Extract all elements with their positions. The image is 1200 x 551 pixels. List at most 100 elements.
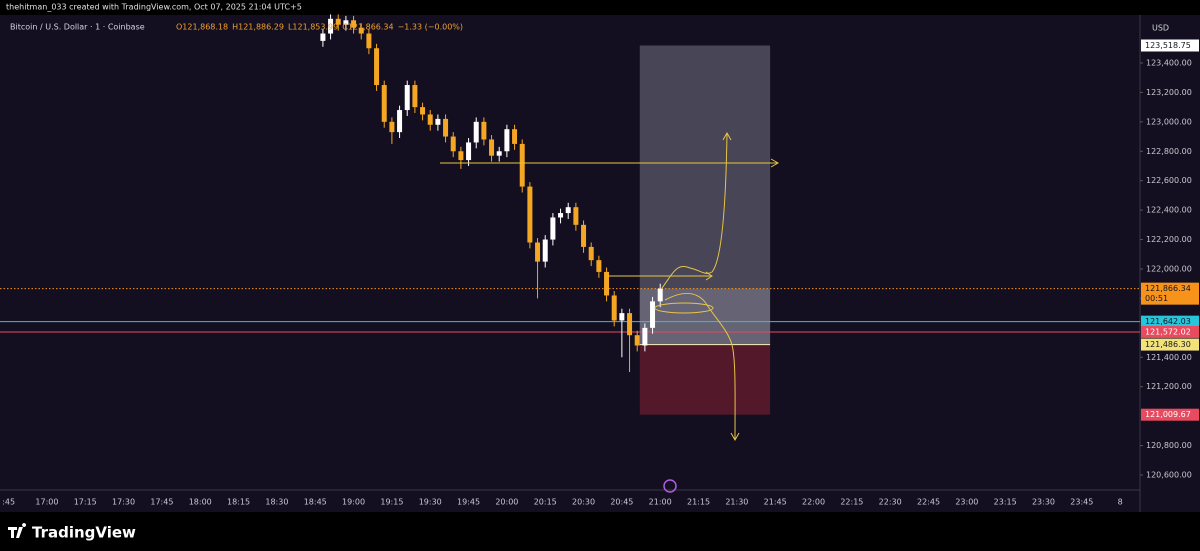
y-tick-label: 121,400.00 (1146, 353, 1192, 362)
y-tick-label: 122,000.00 (1146, 264, 1192, 273)
x-tick-label: 23:45 (1070, 498, 1093, 507)
price-tag (1141, 282, 1199, 305)
x-tick-label: 23:15 (994, 498, 1017, 507)
price-tag-label: 121,866.34 (1145, 284, 1191, 293)
candle-body (389, 121, 395, 133)
price-tag-label: 121,642.03 (1145, 317, 1191, 326)
drawing-curve (664, 293, 740, 442)
candle-body (535, 242, 541, 262)
y-tick-label: 123,200.00 (1146, 88, 1192, 97)
candle-body (435, 118, 441, 125)
x-tick-label: 17:00 (35, 498, 58, 507)
loss-zone (639, 344, 771, 415)
x-tick-label: 19:15 (380, 498, 403, 507)
candle-body (351, 20, 357, 28)
candle-body (657, 288, 663, 302)
brand: TradingView (32, 524, 136, 542)
x-tick-label: 19:00 (342, 498, 365, 507)
x-tick-label: 20:15 (534, 498, 557, 507)
x-tick-label: 18:00 (189, 498, 212, 507)
price-tag-label: 121,009.67 (1145, 410, 1191, 419)
candle-body (397, 110, 403, 133)
candle-body (550, 217, 556, 240)
candle-body (412, 85, 418, 108)
candle-body (496, 151, 502, 156)
candle-body (512, 129, 518, 144)
price-tag (1141, 408, 1199, 421)
x-tick-label: 17:15 (74, 498, 97, 507)
x-tick-label: 20:45 (610, 498, 633, 507)
symbol: Bitcoin / U.S. Dollar · 1 · Coinbase (10, 23, 145, 32)
candle-body (374, 48, 380, 86)
y-tick-label: 123,000.00 (1146, 117, 1192, 126)
x-tick-label: 23:00 (955, 498, 978, 507)
candle-body (565, 207, 571, 214)
event-icon[interactable] (663, 479, 677, 493)
y-tick-label: 121,200.00 (1146, 382, 1192, 391)
candle-body (519, 143, 525, 187)
candle-body (366, 33, 372, 49)
x-tick-label: 18:30 (265, 498, 288, 507)
x-tick-label: 20:30 (572, 498, 595, 507)
x-tick-label: 22:00 (802, 498, 825, 507)
price-tag (1141, 39, 1199, 52)
candle-body (573, 207, 579, 225)
ohlc-legend: O121,868.18 H121,886.29 L121,853.99 C121,86… (176, 23, 463, 32)
currency: USD (1152, 24, 1169, 33)
candle-body (443, 118, 449, 137)
candle-body (611, 295, 617, 321)
candle-body (481, 121, 487, 140)
candle-body (642, 327, 648, 346)
candle-body (458, 151, 464, 161)
candle-body (504, 129, 510, 152)
candle-body (581, 224, 587, 247)
candle-body (328, 18, 334, 34)
x-tick-label: 22:15 (840, 498, 863, 507)
price-tag (1141, 315, 1199, 328)
candle-body (489, 139, 495, 156)
candle-body (527, 186, 533, 243)
candle-body (466, 142, 472, 161)
ohlc-value: H121,886.29 (232, 23, 284, 32)
x-tick-label: 20:00 (495, 498, 518, 507)
logo-icon (8, 523, 27, 538)
x-tick-label: 17:30 (112, 498, 135, 507)
x-tick-label: 21:00 (649, 498, 672, 507)
candle-body (343, 20, 349, 25)
x-tick-label: 19:30 (419, 498, 442, 507)
x-tick-label: 18:15 (227, 498, 250, 507)
candle-body (634, 335, 640, 346)
x-tick-label: 23:30 (1032, 498, 1055, 507)
y-tick-label: 122,800.00 (1146, 147, 1192, 156)
candle-body (427, 114, 433, 125)
y-tick-label: 120,600.00 (1146, 470, 1192, 479)
credit: thehitman_033 created with TradingView.c… (6, 3, 302, 12)
x-tick-label: 21:45 (764, 498, 787, 507)
candle-body (420, 107, 426, 115)
plot (0, 14, 1140, 415)
candle-body (627, 313, 633, 336)
candle-body (588, 246, 594, 261)
candle-body (650, 301, 656, 328)
countdown: 00:51 (1145, 294, 1168, 303)
y-tick-label: 122,400.00 (1146, 206, 1192, 215)
candle-body (450, 136, 456, 152)
y-tick-label: 122,200.00 (1146, 235, 1192, 244)
price-tag-label: 121,486.30 (1145, 340, 1191, 349)
price-tag (1141, 325, 1199, 338)
x-tick-label: 19:45 (457, 498, 480, 507)
candle-body (335, 18, 341, 25)
ohlc-value: C121,866.34 (342, 23, 393, 32)
x-tick-label: :45 (2, 498, 15, 507)
candle-body (619, 313, 625, 321)
price-tag-label: 123,518.75 (1145, 41, 1191, 50)
x-tick-label: 21:15 (687, 498, 710, 507)
candle-body (358, 27, 364, 34)
price-tag-label: 121,572.02 (1145, 327, 1191, 336)
candle-body (320, 33, 326, 41)
x-tick-label: 18:45 (304, 498, 327, 507)
drawing-arrow (440, 158, 780, 168)
drawing-curve (661, 131, 732, 289)
drawing-ellipse (654, 302, 714, 314)
